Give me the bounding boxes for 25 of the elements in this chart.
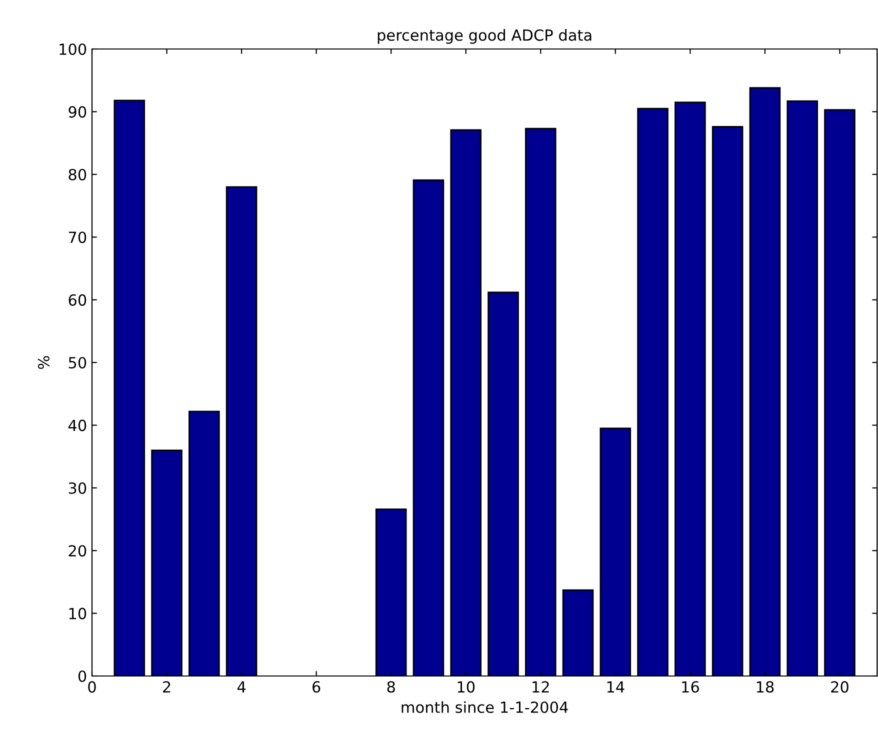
x-tick-label: 10 bbox=[458, 681, 475, 693]
x-tick-label: 18 bbox=[756, 681, 774, 693]
y-tick-label: 100 bbox=[60, 43, 86, 56]
x-tick-label: 12 bbox=[532, 681, 549, 692]
y-tick-label: 10 bbox=[69, 608, 86, 620]
x-axis-title: month since 1-1-2004 bbox=[402, 701, 568, 714]
x-tick-label: 4 bbox=[237, 681, 246, 692]
y-axis-title: % bbox=[38, 356, 50, 369]
y-tick-label: 40 bbox=[68, 420, 86, 432]
x-tick-label: 14 bbox=[607, 681, 624, 692]
y-tick-label: 0 bbox=[78, 670, 86, 682]
y-tick-label: 20 bbox=[68, 545, 86, 557]
x-tick-label: 20 bbox=[831, 681, 848, 693]
y-tick-label: 70 bbox=[68, 232, 86, 244]
x-tick-label: 0 bbox=[88, 681, 96, 693]
x-tick-label: 6 bbox=[312, 681, 320, 693]
chart-title: percentage good ADCP data bbox=[378, 29, 592, 44]
x-tick-label: 2 bbox=[163, 681, 170, 692]
y-tick-label: 60 bbox=[68, 294, 86, 306]
x-tick-label: 8 bbox=[387, 681, 395, 693]
y-tick-label: 90 bbox=[68, 106, 86, 118]
y-tick-label: 50 bbox=[68, 356, 86, 369]
x-tick-label: 16 bbox=[682, 681, 699, 693]
y-tick-label: 80 bbox=[68, 168, 86, 180]
y-tick-label: 30 bbox=[68, 482, 86, 494]
